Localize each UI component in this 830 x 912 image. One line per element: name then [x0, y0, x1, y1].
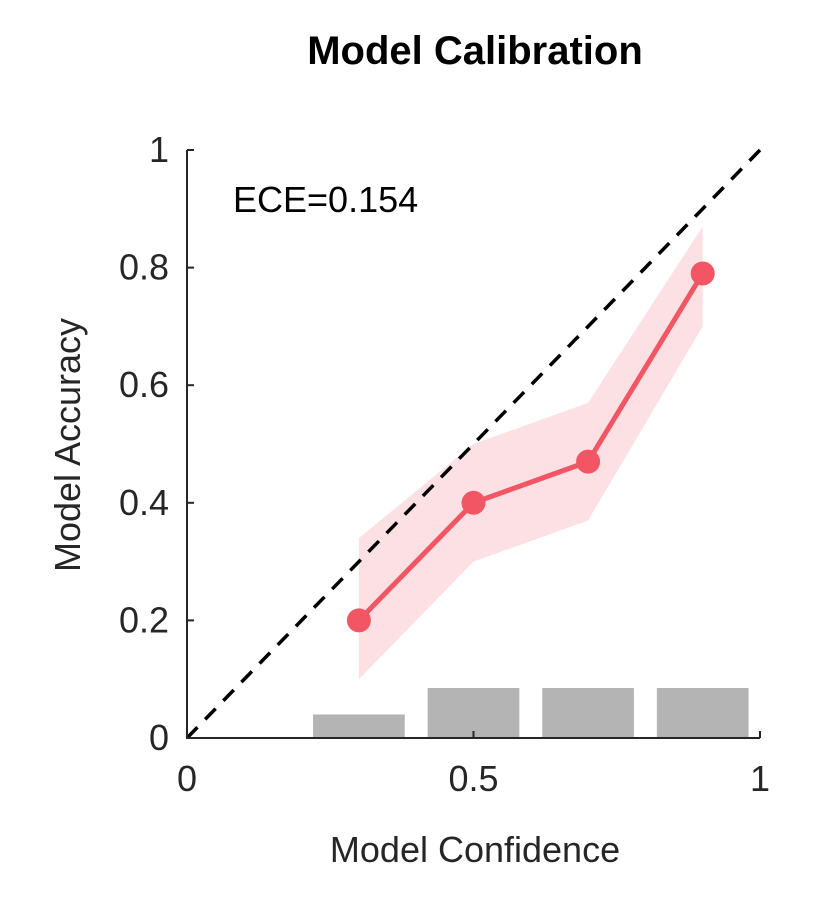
x-tick-label: 1: [750, 758, 770, 799]
histogram-bar-4: [656, 688, 749, 738]
reference-diagonal-line: [185, 148, 762, 740]
x-tick-label: 0: [177, 758, 197, 799]
y-tick-label: 0.2: [119, 599, 169, 640]
histogram-bar-1: [313, 714, 405, 738]
calibration-line: [357, 272, 705, 623]
y-tick-label: 1: [149, 129, 169, 170]
ece-annotation: ECE=0.154: [233, 179, 418, 220]
calibration-point-4: [690, 261, 715, 286]
y-tick-label: 0.8: [119, 247, 169, 288]
confidence-band: [358, 226, 703, 680]
histogram-bar-3: [542, 688, 634, 738]
chart-title: Model Calibration: [307, 29, 643, 73]
x-axis-label: Model Confidence: [330, 829, 620, 870]
calibration-point-1: [346, 608, 371, 633]
y-axis-label: Model Accuracy: [47, 318, 88, 572]
x-tick-label: 0.5: [448, 758, 498, 799]
y-tick-label: 0.4: [119, 482, 169, 523]
calibration-point-3: [576, 449, 601, 474]
y-tick-label: 0: [149, 717, 169, 758]
y-tick-label: 0.6: [119, 364, 169, 405]
calibration-point-2: [461, 490, 486, 515]
histogram-bar-2: [427, 688, 520, 738]
